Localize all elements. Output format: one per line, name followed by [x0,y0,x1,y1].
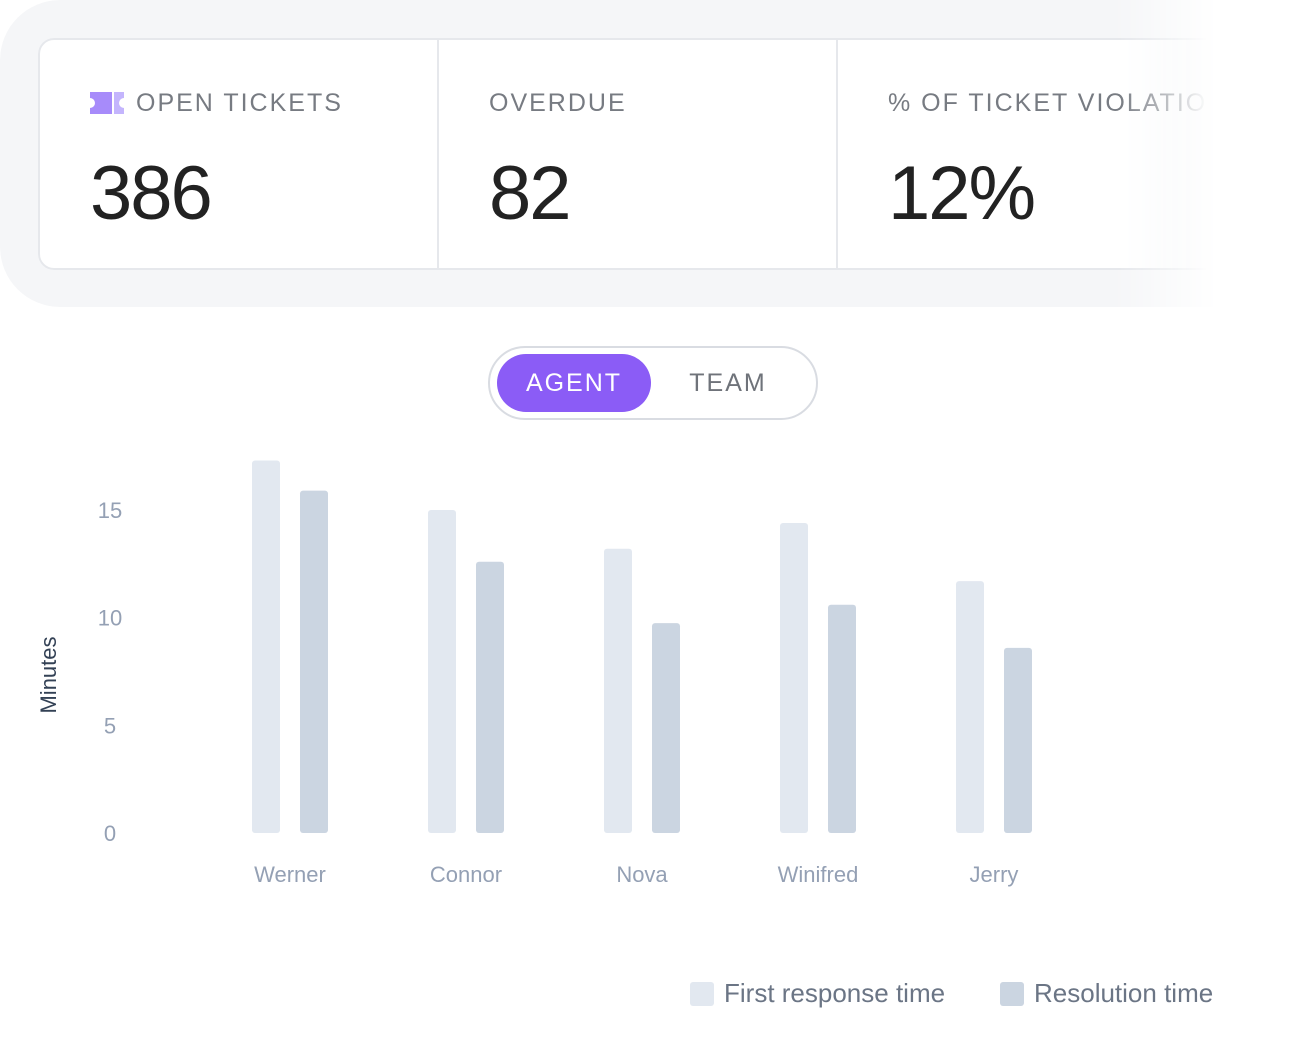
bar-first-response [780,522,808,833]
y-tick-label: 10 [98,606,122,631]
ticket-icon [90,92,124,114]
stat-value: 82 [489,151,572,236]
x-tick-label: Connor [430,862,502,887]
bar-resolution [652,623,680,833]
stat-open-tickets: OPEN TICKETS 386 [40,40,439,268]
y-axis-label: Minutes [36,636,61,713]
legend-item-first-response: First response time [690,978,945,1009]
stat-violations: % OF TICKET VIOLATIONS 12% [838,40,1244,268]
legend-label: First response time [724,978,946,1008]
y-tick-label: 0 [104,821,116,846]
x-tick-label: Winifred [778,862,859,887]
x-tick-label: Werner [254,862,326,887]
stat-label: OVERDUE [489,88,627,117]
bar-resolution [1004,647,1032,833]
bar-resolution [300,490,328,833]
bar-resolution [828,604,856,833]
y-tick-label: 5 [104,713,116,738]
stat-value: 12% [888,151,1036,236]
bar-first-response [604,548,632,833]
stat-label: OPEN TICKETS [136,88,343,117]
bar-first-response [428,510,456,833]
bar-first-response [252,460,280,833]
bar-first-response [956,581,984,833]
view-toggle: AGENT TEAM [488,346,818,420]
bar-resolution [476,561,504,833]
y-tick-label: 15 [98,498,122,523]
legend-label: Resolution time [1034,978,1214,1008]
stat-value: 386 [90,151,213,236]
bar-chart: 0 5 10 15 Minutes Werner Connor Nova Winifred Jer… [36,460,1200,887]
x-tick-label: Jerry [970,862,1019,887]
stat-overdue: OVERDUE 82 [439,40,838,268]
toggle-team[interactable]: TEAM [689,368,767,397]
stat-label: % OF TICKET VIOLATIONS [888,88,1246,117]
legend-swatch [1000,981,1024,1006]
legend-swatch [690,981,714,1006]
toggle-agent[interactable]: AGENT [497,354,651,412]
stats-cards: OPEN TICKETS 386 OVERDUE 82 % OF TICKET … [38,38,1310,270]
x-tick-label: Nova [616,862,668,887]
legend-item-resolution: Resolution time [1000,978,1213,1009]
